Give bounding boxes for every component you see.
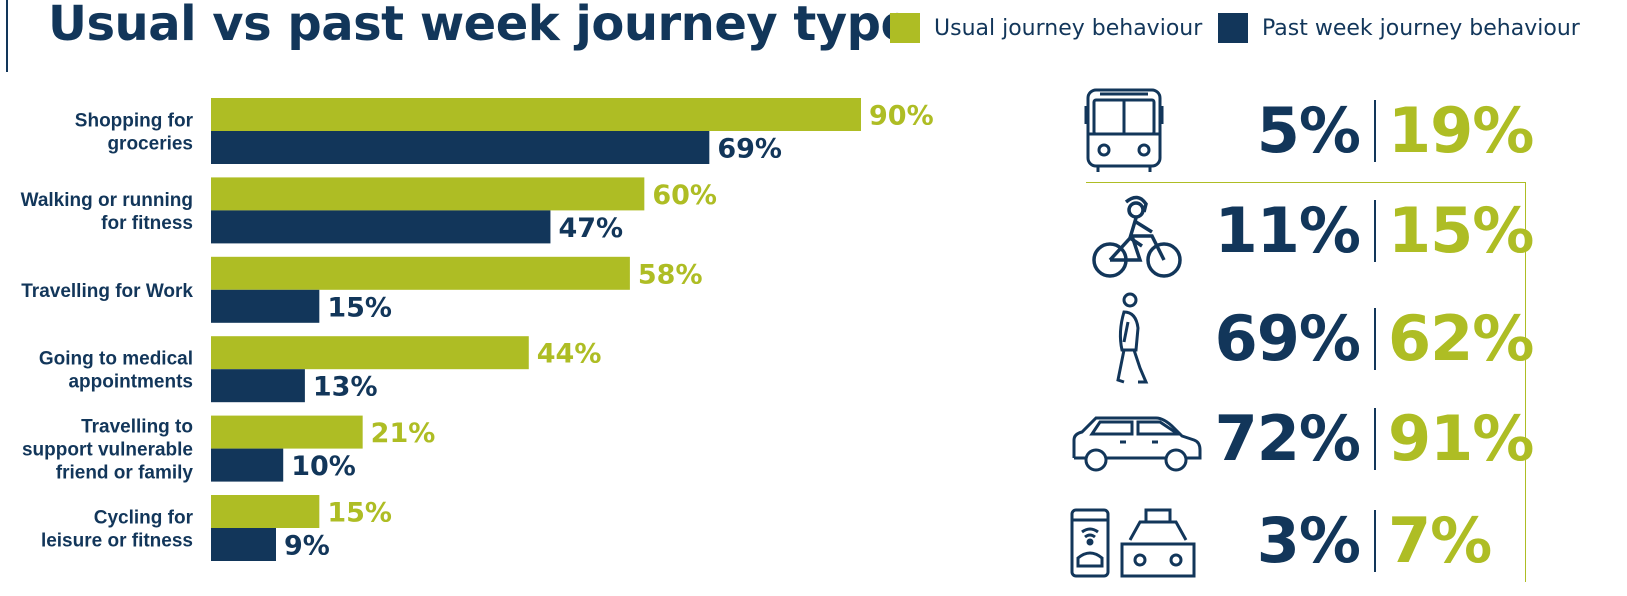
taxi-past-pct: 3% [1256,504,1361,577]
mode-row-taxi: 3% 7% [1060,500,1620,596]
legend-usual-swatch [890,13,920,43]
value-label-past-cycling-for-leisure-or-fitness: 9% [284,531,330,562]
category-label-cycling-for-leisure-or-fitness: Cycling for leisure or fitness [41,508,194,552]
value-label-usual-walking-or-running-for-fitness: 60% [652,180,717,211]
bus-divider [1374,100,1376,162]
bar-chart: 90% 69% Shopping for groceries 60% 47% Walking… [21,98,934,562]
category-label-shopping-for-groceries: Shopping for groceries [75,111,194,155]
legend-past-swatch [1218,13,1248,43]
mode-row-car: 72% 91% [1060,398,1620,494]
bar-past-cycling-for-leisure-or-fitness [211,528,276,561]
bar-past-travelling-to-support-vulnerable-friend-or-family [211,448,284,482]
value-label-usual-cycling-for-leisure-or-fitness: 15% [327,498,392,529]
category-label-going-to-medical-appointments: Going to medical appointments [39,349,193,393]
cyclist-icon [1092,195,1182,278]
mode-row-walk: 69% 62% [1060,292,1620,388]
legend-past: Past week journey behaviour [1218,12,1580,44]
mode-row-cycle: 11% 15% [1060,186,1620,282]
value-label-usual-going-to-medical-appointments: 44% [537,339,602,370]
category-label-walking-or-running-for-fitness: Walking or running for fitness [21,190,193,234]
cycle-usual-pct: 15% [1388,194,1534,267]
bar-past-shopping-for-groceries [211,131,710,164]
legend-past-label: Past week journey behaviour [1262,15,1580,41]
car-divider [1374,408,1376,470]
bar-past-travelling-for-work [211,289,320,323]
value-label-past-travelling-for-work: 15% [327,292,392,323]
phone-taxi-icon [1070,508,1196,578]
walk-divider [1374,308,1376,370]
value-label-usual-shopping-for-groceries: 90% [869,101,934,132]
bar-usual-travelling-to-support-vulnerable-friend-or-family [211,415,363,449]
cycle-past-pct: 11% [1214,194,1361,267]
bus-icon [1084,88,1164,172]
value-label-usual-travelling-to-support-vulnerable-friend-or-family: 21% [371,418,436,449]
bar-usual-walking-or-running-for-fitness [211,177,645,211]
category-label-travelling-for-work: Travelling for Work [21,281,193,302]
walk-past-pct: 69% [1214,302,1361,375]
car-usual-pct: 91% [1388,402,1534,475]
taxi-usual-pct: 7% [1388,504,1492,577]
walker-icon [1116,292,1149,384]
bar-past-walking-or-running-for-fitness [211,210,551,244]
mode-row-bus: 5% 19% [1060,84,1620,180]
value-label-usual-travelling-for-work: 58% [638,259,703,290]
bus-usual-pct: 19% [1388,94,1534,167]
bracket-line-top [1086,182,1526,183]
bar-usual-going-to-medical-appointments [211,336,529,370]
left-rule [6,0,8,72]
walk-usual-pct: 62% [1388,302,1534,375]
cycle-divider [1374,200,1376,262]
bar-usual-cycling-for-leisure-or-fitness [211,495,320,528]
taxi-divider [1374,510,1376,572]
bar-usual-shopping-for-groceries [211,98,861,131]
car-past-pct: 72% [1214,402,1361,475]
category-label-travelling-to-support-vulnerable-friend-or-family: Travelling to support vulnerable friend or… [22,417,193,484]
value-label-past-shopping-for-groceries: 69% [717,134,782,165]
legend-usual-label: Usual journey behaviour [934,15,1203,41]
bus-past-pct: 5% [1256,94,1361,167]
value-label-past-going-to-medical-appointments: 13% [313,372,378,403]
chart-title: Usual vs past week journey type [48,0,913,52]
car-icon [1072,416,1202,472]
bar-past-going-to-medical-appointments [211,369,305,403]
bracket-line-side [1525,182,1526,582]
value-label-past-travelling-to-support-vulnerable-friend-or-family: 10% [291,451,356,482]
bar-usual-travelling-for-work [211,256,630,290]
legend-usual: Usual journey behaviour [890,12,1202,44]
value-label-past-walking-or-running-for-fitness: 47% [558,213,623,244]
